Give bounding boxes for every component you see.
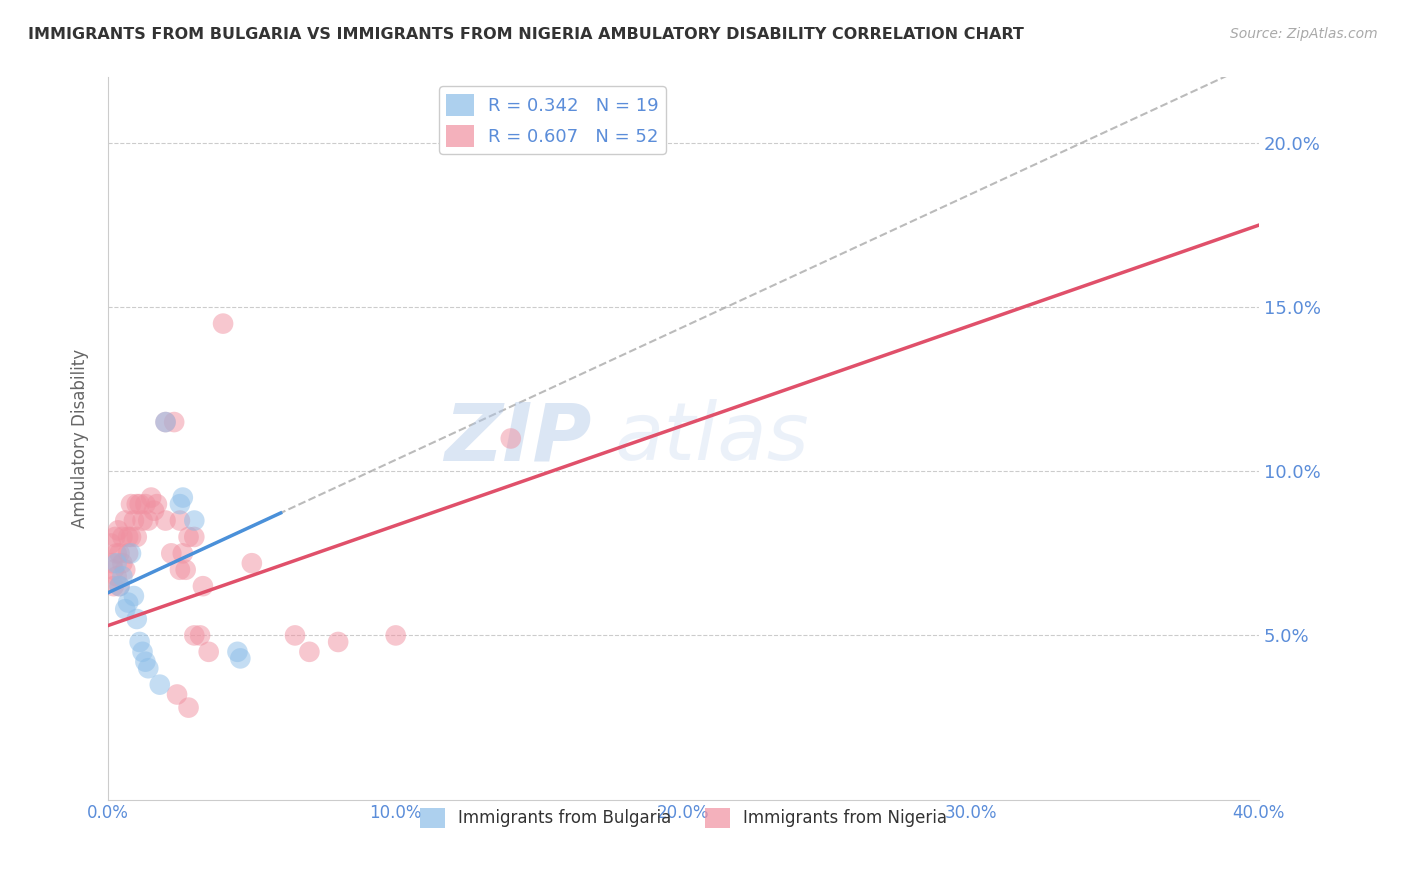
- Point: [298, 645, 321, 659]
- Point: [125, 497, 148, 511]
- Point: [169, 514, 191, 528]
- Point: [117, 546, 139, 560]
- Text: IMMIGRANTS FROM BULGARIA VS IMMIGRANTS FROM NIGERIA AMBULATORY DISABILITY CORREL: IMMIGRANTS FROM BULGARIA VS IMMIGRANTS F…: [28, 27, 1024, 42]
- Point: [114, 602, 136, 616]
- Point: [155, 514, 177, 528]
- Point: [131, 645, 153, 659]
- Point: [163, 415, 186, 429]
- Point: [108, 579, 131, 593]
- Point: [143, 504, 166, 518]
- Point: [172, 491, 194, 505]
- Point: [136, 661, 159, 675]
- Point: [183, 628, 205, 642]
- Point: [155, 415, 177, 429]
- Point: [108, 579, 131, 593]
- Point: [169, 563, 191, 577]
- Point: [122, 589, 145, 603]
- Point: [183, 530, 205, 544]
- Point: [172, 546, 194, 560]
- Point: [155, 415, 177, 429]
- Point: [146, 497, 169, 511]
- Point: [136, 514, 159, 528]
- Point: [191, 579, 214, 593]
- Point: [169, 497, 191, 511]
- Point: [197, 645, 219, 659]
- Point: [131, 514, 153, 528]
- Point: [134, 497, 156, 511]
- Point: [103, 563, 125, 577]
- Point: [105, 546, 128, 560]
- Point: [328, 635, 350, 649]
- Text: atlas: atlas: [614, 400, 808, 477]
- Point: [120, 530, 142, 544]
- Point: [122, 514, 145, 528]
- Point: [160, 546, 183, 560]
- Point: [103, 579, 125, 593]
- Point: [107, 524, 129, 538]
- Y-axis label: Ambulatory Disability: Ambulatory Disability: [72, 349, 89, 528]
- Legend: Immigrants from Bulgaria, Immigrants from Nigeria: Immigrants from Bulgaria, Immigrants fro…: [413, 801, 953, 835]
- Point: [125, 530, 148, 544]
- Point: [101, 556, 124, 570]
- Point: [284, 628, 307, 642]
- Point: [174, 563, 197, 577]
- Point: [128, 635, 150, 649]
- Point: [105, 556, 128, 570]
- Point: [149, 678, 172, 692]
- Point: [111, 569, 134, 583]
- Point: [166, 688, 188, 702]
- Point: [117, 530, 139, 544]
- Point: [134, 655, 156, 669]
- Point: [128, 497, 150, 511]
- Point: [111, 556, 134, 570]
- Point: [499, 432, 522, 446]
- Point: [120, 497, 142, 511]
- Point: [104, 530, 127, 544]
- Point: [226, 645, 249, 659]
- Point: [111, 530, 134, 544]
- Point: [120, 546, 142, 560]
- Point: [229, 651, 252, 665]
- Point: [212, 317, 235, 331]
- Point: [628, 110, 651, 124]
- Text: ZIP: ZIP: [444, 400, 592, 477]
- Point: [114, 514, 136, 528]
- Point: [141, 491, 163, 505]
- Point: [177, 700, 200, 714]
- Point: [188, 628, 211, 642]
- Point: [125, 612, 148, 626]
- Text: Source: ZipAtlas.com: Source: ZipAtlas.com: [1230, 27, 1378, 41]
- Point: [117, 596, 139, 610]
- Point: [240, 556, 263, 570]
- Point: [105, 569, 128, 583]
- Point: [177, 530, 200, 544]
- Point: [384, 628, 406, 642]
- Point: [100, 536, 122, 550]
- Point: [183, 514, 205, 528]
- Point: [108, 546, 131, 560]
- Point: [114, 563, 136, 577]
